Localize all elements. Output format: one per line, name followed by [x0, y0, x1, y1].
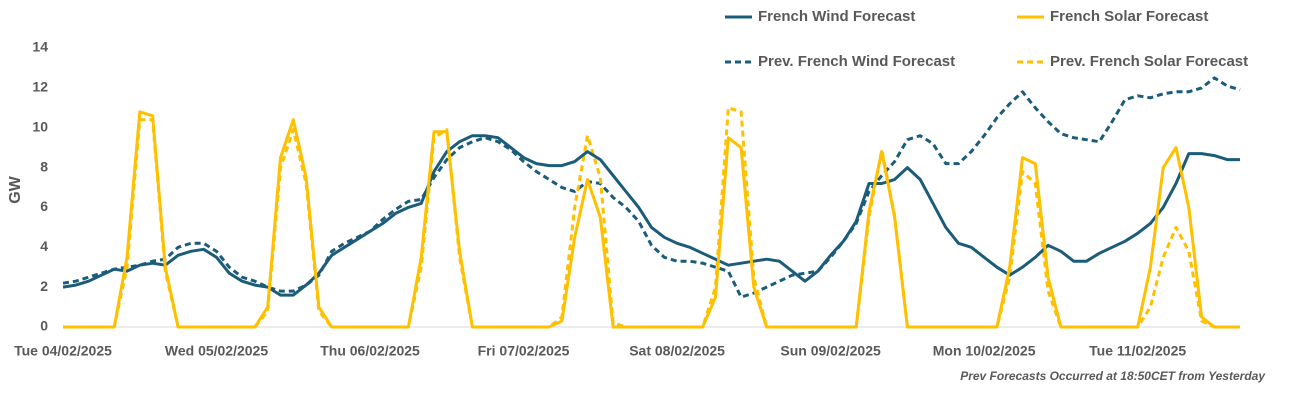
legend-label: Prev. French Solar Forecast — [1050, 53, 1248, 70]
series-line — [62, 134, 1240, 297]
x-tick-label: Sat 08/02/2025 — [629, 343, 725, 359]
x-tick-label: Tue 11/02/2025 — [1089, 343, 1186, 359]
y-axis-label: GW — [7, 175, 24, 203]
y-tick-label: 4 — [40, 238, 48, 254]
y-tick-label: 6 — [40, 198, 48, 214]
legend-label: French Solar Forecast — [1050, 8, 1208, 25]
series-line — [63, 110, 1240, 329]
series-line — [63, 106, 1240, 329]
x-tick-label: Thu 06/02/2025 — [320, 343, 420, 359]
legend-label: Prev. French Wind Forecast — [758, 53, 955, 70]
x-tick-label: Tue 04/02/2025 — [14, 343, 112, 359]
x-tick-label: Mon 10/02/2025 — [933, 343, 1036, 359]
y-tick-label: 14 — [32, 39, 48, 55]
x-tick-label: Fri 07/02/2025 — [478, 343, 570, 359]
series-line — [62, 76, 1241, 299]
footnote: Prev Forecasts Occurred at 18:50CET from… — [960, 369, 1266, 383]
y-tick-label: 10 — [32, 118, 48, 134]
y-tick-label: 12 — [32, 79, 48, 95]
x-tick-label: Sun 09/02/2025 — [780, 343, 881, 359]
legend-label: French Wind Forecast — [758, 8, 915, 25]
y-tick-label: 2 — [40, 278, 48, 294]
y-tick-label: 0 — [40, 318, 48, 334]
y-tick-label: 8 — [40, 158, 48, 174]
x-tick-label: Wed 05/02/2025 — [165, 343, 268, 359]
